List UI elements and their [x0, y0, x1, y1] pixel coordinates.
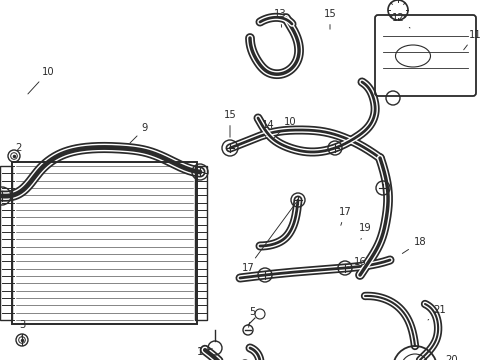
Text: 3: 3	[19, 320, 25, 337]
Text: 16: 16	[347, 257, 367, 267]
Bar	[12, 162, 197, 324]
Text: 17: 17	[242, 202, 296, 273]
Text: 2: 2	[14, 143, 21, 156]
Bar	[195, 166, 207, 320]
Bar	[0, 166, 12, 320]
Text: 12: 12	[392, 13, 410, 28]
Text: 20: 20	[441, 355, 458, 360]
Text: 1: 1	[197, 347, 212, 357]
Text: 11: 11	[464, 30, 481, 50]
Text: 17: 17	[339, 207, 351, 225]
Text: 21: 21	[428, 305, 446, 320]
Text: 18: 18	[402, 237, 426, 253]
Text: 9: 9	[130, 123, 148, 143]
Text: 15: 15	[323, 9, 336, 29]
Text: 10: 10	[28, 67, 54, 94]
Text: 13: 13	[274, 9, 286, 27]
Text: 5: 5	[248, 307, 255, 327]
Text: 14: 14	[262, 120, 274, 137]
Text: 15: 15	[223, 110, 236, 137]
Text: 19: 19	[359, 223, 371, 239]
Text: 10: 10	[274, 117, 296, 138]
